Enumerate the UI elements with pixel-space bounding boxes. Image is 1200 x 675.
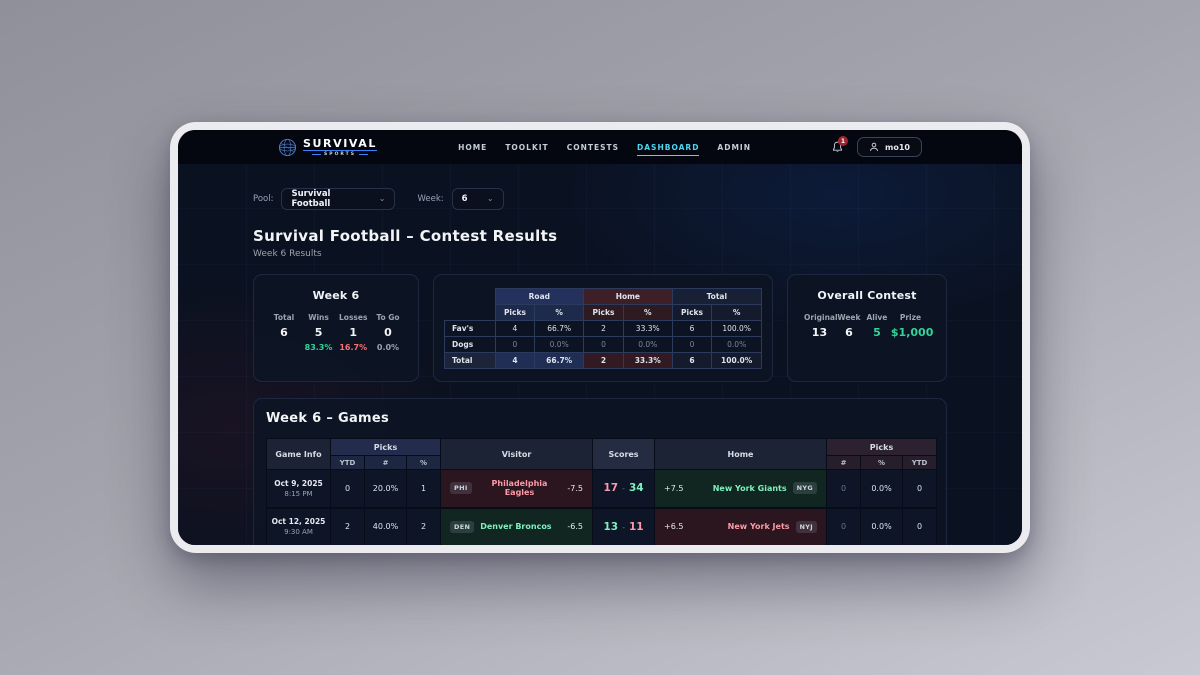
- pool-label: Pool:: [253, 194, 274, 204]
- game-info-cell: Oct 9, 2025 8:15 PM: [266, 469, 331, 508]
- games-table: Game Info Picks Visitor Scores Home Pick…: [266, 438, 938, 545]
- user-menu-button[interactable]: mo10: [857, 137, 922, 157]
- top-navbar: SURVIVAL SPORTS HOME TOOLKIT CONTESTS: [178, 130, 1022, 164]
- score-cell: 17-34: [592, 469, 656, 508]
- stat-week: Week 6: [837, 313, 861, 339]
- dashboard-main: Pool: Survival Football ⌄ Week: 6 ⌄ Surv…: [178, 164, 1022, 545]
- nav-item-contests[interactable]: CONTESTS: [566, 143, 620, 152]
- col-picks-right: Picks: [826, 438, 938, 456]
- totals-row: Total 4 66.7% 2 33.3% 6 100.0%: [444, 351, 762, 369]
- home-team-cell: +7.5 New York Giants NYG: [654, 469, 828, 508]
- team-abbr-badge: NYG: [792, 482, 818, 495]
- globe-logo-icon: [278, 138, 297, 157]
- spread-value: -7.5: [567, 483, 584, 493]
- team-name: New York Giants: [712, 483, 787, 493]
- notifications-button[interactable]: 1: [832, 136, 849, 153]
- home-group-header: Home: [583, 287, 673, 305]
- week-label: Week:: [417, 194, 444, 204]
- picks-summary-table: Road Home Total Picks % Picks %: [444, 287, 763, 369]
- week-select[interactable]: 6 ⌄: [451, 188, 504, 210]
- brand-name: SURVIVAL: [303, 136, 378, 151]
- game-info-cell: Oct 12, 2025 9:30 AM: [266, 507, 331, 545]
- col-picks-left: Picks: [329, 438, 442, 456]
- page-subtitle: Week 6 Results: [253, 249, 322, 259]
- team-abbr-badge: PHI: [450, 482, 472, 495]
- games-panel-title: Week 6 – Games: [266, 411, 390, 426]
- game-row: Oct 12, 2025 9:30 AM 2 40.0% 2 DEN Denve…: [266, 507, 938, 545]
- filter-bar: Pool: Survival Football ⌄ Week: 6 ⌄: [253, 188, 947, 210]
- visitor-team-cell: DEN Denver Broncos -6.5: [440, 507, 594, 545]
- home-team-cell: +6.5 New York Jets NYJ: [654, 507, 828, 545]
- picks-summary-card: Road Home Total Picks % Picks %: [433, 274, 773, 382]
- visitor-team-cell: PHI Philadelphia Eagles -7.5: [440, 469, 594, 508]
- nav-item-admin[interactable]: ADMIN: [717, 143, 751, 152]
- page-title: Survival Football – Contest Results: [253, 227, 558, 245]
- nav-item-dashboard[interactable]: DASHBOARD: [637, 139, 700, 156]
- games-panel: Week 6 – Games Game Info Picks Visitor: [253, 398, 947, 545]
- col-visitor: Visitor: [440, 438, 594, 470]
- summary-cards-row: Week 6 Total 6 Wins 5 83.: [253, 274, 947, 382]
- team-name: New York Jets: [727, 522, 790, 531]
- chevron-down-icon: ⌄: [378, 194, 386, 203]
- user-icon: [869, 142, 879, 152]
- spread-value: +7.5: [664, 483, 684, 493]
- week-summary-card: Week 6 Total 6 Wins 5 83.: [253, 274, 419, 382]
- total-group-header: Total: [671, 287, 763, 305]
- week-card-title: Week 6: [312, 289, 360, 302]
- team-name: Denver Broncos: [480, 522, 552, 531]
- username-label: mo10: [885, 142, 910, 152]
- stat-original: Original 13: [804, 313, 838, 339]
- team-name: Philadelphia Eagles: [491, 479, 548, 498]
- brand-subtitle: SPORTS: [312, 152, 368, 157]
- device-frame: SURVIVAL SPORTS HOME TOOLKIT CONTESTS: [170, 122, 1030, 553]
- chevron-down-icon: ⌄: [486, 194, 494, 203]
- nav-item-toolkit[interactable]: TOOLKIT: [505, 143, 549, 152]
- col-game-info: Game Info: [266, 438, 331, 470]
- favs-row: Fav's 4 66.7% 2 33.3% 6 100.0%: [444, 319, 762, 337]
- main-menu: HOME TOOLKIT CONTESTS DASHBOARD ADMIN: [458, 139, 751, 156]
- stat-total: Total 6: [273, 313, 295, 339]
- overall-card-title: Overall Contest: [817, 289, 917, 302]
- team-abbr-badge: NYJ: [795, 520, 818, 533]
- stat-togo: To Go 0 0.0%: [376, 313, 400, 352]
- overall-contest-card: Overall Contest Original 13 Week 6: [787, 274, 947, 382]
- game-row: Oct 9, 2025 8:15 PM 0 20.0% 1 PHI Philad…: [266, 469, 938, 508]
- team-abbr-badge: DEN: [450, 520, 475, 533]
- app-window: SURVIVAL SPORTS HOME TOOLKIT CONTESTS: [178, 130, 1022, 545]
- col-scores: Scores: [592, 438, 656, 470]
- pool-select[interactable]: Survival Football ⌄: [281, 188, 396, 210]
- nav-item-home[interactable]: HOME: [458, 143, 488, 152]
- stat-prize: Prize $1,000: [890, 313, 934, 339]
- stat-wins: Wins 5 83.3%: [304, 313, 333, 352]
- brand-logo[interactable]: SURVIVAL SPORTS: [278, 136, 378, 157]
- stat-losses: Losses 1 16.7%: [339, 313, 368, 352]
- notification-badge: 1: [838, 136, 849, 146]
- score-cell: 13-11: [592, 507, 656, 545]
- col-home: Home: [654, 438, 828, 470]
- stat-alive: Alive 5: [866, 313, 888, 339]
- spread-value: -6.5: [567, 522, 584, 531]
- road-group-header: Road: [494, 287, 585, 305]
- dogs-row: Dogs 0 0.0% 0 0.0% 0 0.0%: [444, 335, 762, 353]
- spread-value: +6.5: [664, 522, 684, 531]
